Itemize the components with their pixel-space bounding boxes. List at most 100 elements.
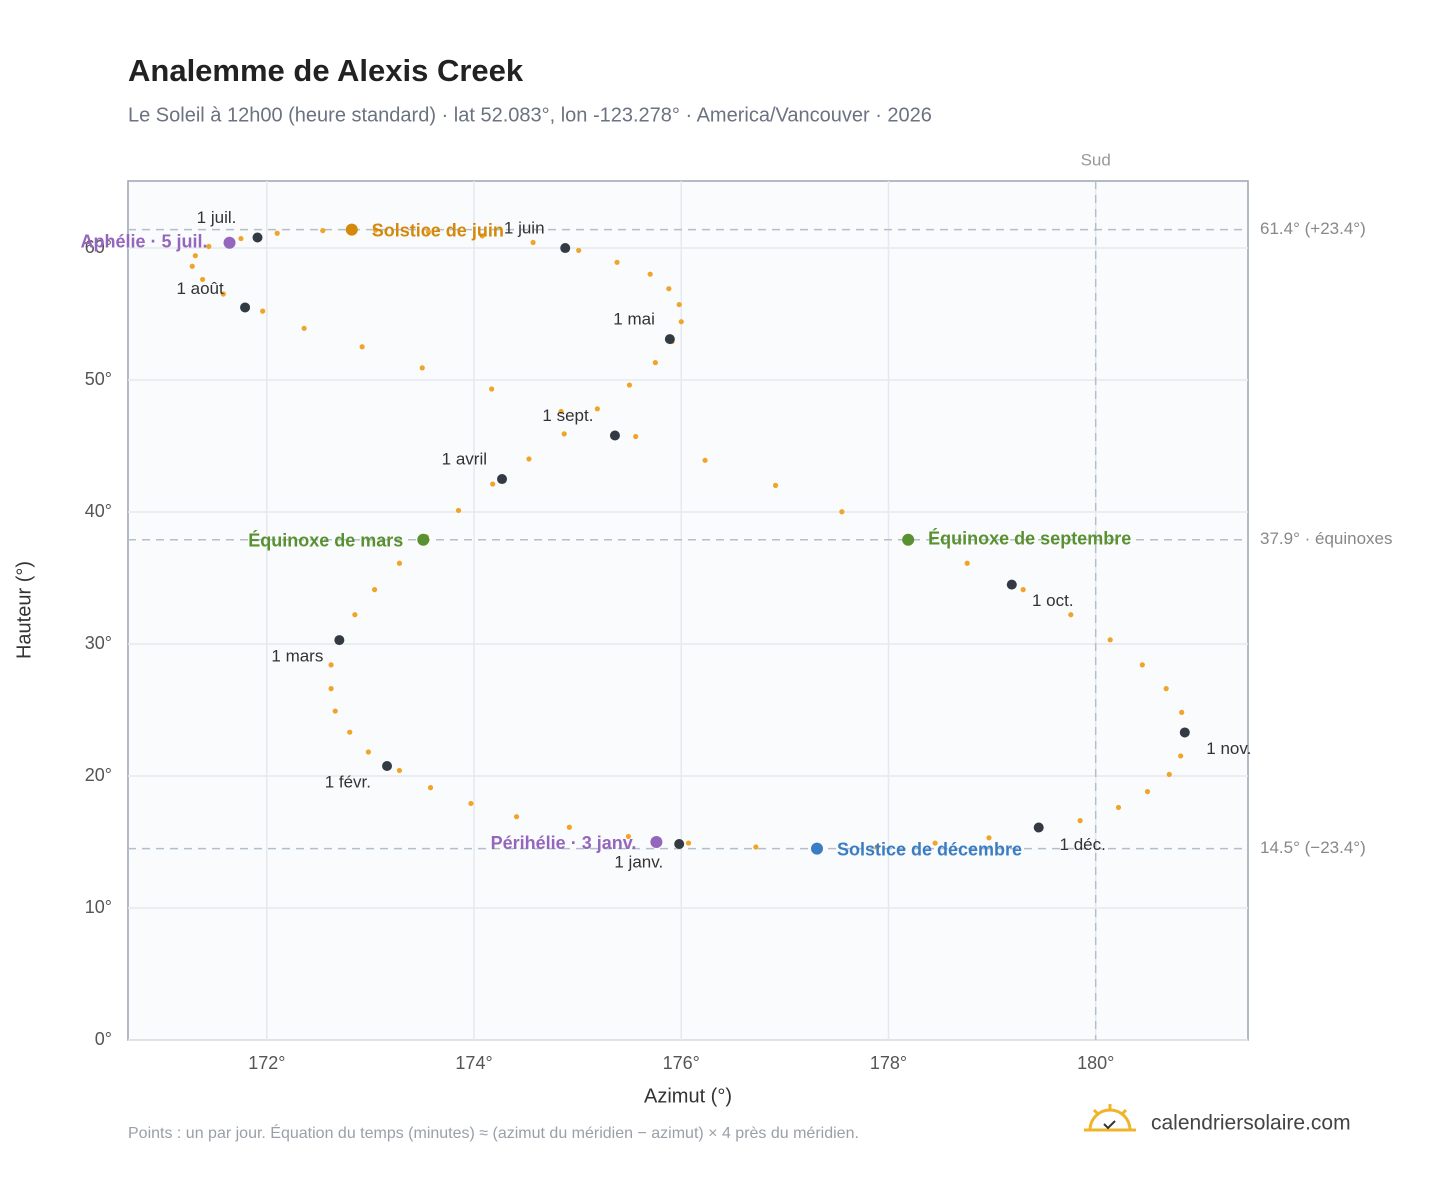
day-point	[772, 482, 779, 488]
month-marker	[674, 838, 685, 849]
day-point	[594, 406, 600, 412]
day-point	[425, 229, 432, 235]
day-point	[455, 507, 462, 514]
event-marker	[223, 236, 236, 249]
footnote: Points : un par jour. Équation du temps …	[128, 1123, 859, 1142]
day-point	[328, 686, 334, 692]
day-point	[274, 230, 280, 236]
y-tick-label: 50°	[85, 369, 112, 389]
x-tick-label: 172°	[248, 1053, 285, 1073]
day-point	[526, 456, 532, 462]
day-point	[320, 228, 326, 234]
month-label: 1 nov.	[1206, 739, 1251, 758]
day-point	[1068, 612, 1074, 618]
meridian-label: Sud	[1081, 150, 1111, 169]
event-label: Équinoxe de mars	[248, 530, 403, 551]
month-label: 1 mars	[271, 647, 323, 666]
day-point	[1077, 818, 1083, 824]
month-marker	[1033, 822, 1044, 833]
day-point	[702, 457, 708, 463]
month-marker	[1006, 579, 1017, 590]
day-point	[964, 560, 970, 566]
day-point	[874, 844, 880, 850]
day-point	[347, 729, 353, 735]
day-point	[666, 286, 672, 292]
y-tick-label: 20°	[85, 765, 112, 785]
day-point	[192, 253, 198, 259]
y-tick-label: 60°	[85, 237, 112, 257]
reference-label: 61.4° (+23.4°)	[1260, 219, 1366, 238]
month-marker	[382, 760, 393, 771]
day-point	[530, 239, 536, 246]
day-point	[332, 708, 338, 714]
day-point	[676, 301, 682, 308]
day-point	[633, 433, 639, 440]
event-marker	[417, 533, 430, 546]
x-tick-label: 178°	[870, 1053, 907, 1073]
month-label: 1 janv.	[614, 852, 663, 871]
month-marker	[664, 334, 675, 345]
y-axis-label: Hauteur (°)	[13, 561, 35, 659]
day-point	[419, 365, 425, 371]
day-point	[479, 233, 485, 239]
month-marker	[252, 232, 263, 243]
day-point	[1107, 637, 1113, 643]
reference-label: 14.5° (−23.4°)	[1260, 838, 1366, 857]
day-point	[352, 612, 358, 618]
day-point	[260, 308, 266, 314]
plot-area	[127, 180, 1249, 1041]
day-point	[576, 247, 582, 254]
event-marker	[810, 842, 823, 855]
day-point	[647, 271, 653, 277]
brand-name: calendriersolaire.com	[1151, 1112, 1351, 1135]
day-point	[1144, 788, 1151, 795]
day-point	[359, 344, 365, 350]
month-marker	[1179, 727, 1190, 738]
month-label: 1 oct.	[1032, 591, 1074, 610]
month-marker	[497, 474, 508, 485]
event-marker	[902, 533, 915, 546]
day-point	[561, 431, 567, 437]
brand-logo	[1084, 1104, 1136, 1132]
day-point	[371, 587, 378, 593]
month-marker	[609, 430, 620, 441]
x-axis-label: Azimut (°)	[644, 1085, 732, 1107]
y-tick-label: 0°	[95, 1029, 112, 1049]
event-label: Solstice de juin	[372, 220, 504, 240]
event-marker	[345, 223, 358, 236]
day-point	[489, 386, 495, 392]
day-point	[490, 481, 496, 487]
day-point	[328, 662, 334, 668]
event-label: Périhélie · 3 janv.	[491, 833, 637, 853]
day-point	[1139, 662, 1145, 668]
month-marker	[560, 243, 571, 254]
event-label: Équinoxe de septembre	[928, 528, 1131, 549]
y-tick-label: 40°	[85, 501, 112, 521]
day-point	[1115, 804, 1122, 811]
month-label: 1 févr.	[325, 772, 371, 791]
month-label: 1 juin	[504, 219, 545, 238]
month-label: 1 juil.	[197, 208, 237, 227]
day-point	[753, 844, 759, 850]
day-point	[513, 814, 520, 820]
event-marker	[650, 836, 663, 849]
x-tick-label: 176°	[663, 1053, 700, 1073]
month-label: 1 mai	[613, 310, 655, 329]
month-marker	[334, 635, 345, 646]
day-point	[626, 382, 633, 388]
day-point	[566, 824, 572, 830]
day-point	[1166, 771, 1172, 778]
day-point	[365, 749, 371, 755]
day-point	[652, 360, 658, 366]
day-point	[614, 259, 620, 265]
month-marker	[240, 302, 251, 313]
day-point	[301, 325, 307, 331]
day-point	[986, 835, 992, 841]
day-point	[932, 840, 938, 846]
day-point	[220, 291, 226, 297]
month-label: 1 août	[176, 279, 224, 298]
day-point	[625, 833, 632, 840]
day-point	[1163, 686, 1169, 692]
month-label: 1 avril	[442, 450, 487, 469]
